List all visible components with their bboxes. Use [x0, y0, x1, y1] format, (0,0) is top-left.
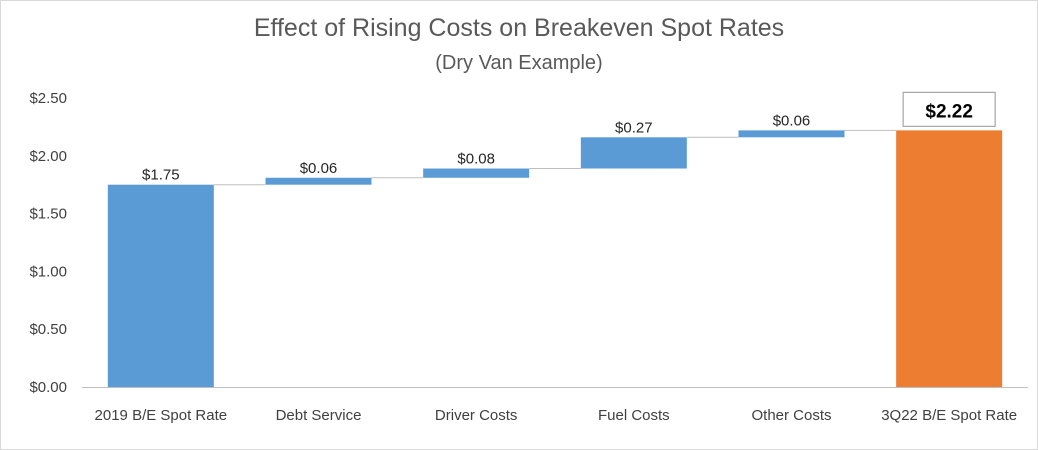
chart-title: Effect of Rising Costs on Breakeven Spot…: [253, 14, 785, 42]
x-tick-label: Driver Costs: [435, 407, 518, 424]
bar-driver-costs: [423, 168, 530, 178]
bar-fuel-costs: [580, 137, 687, 169]
total-label-box: [902, 91, 996, 127]
x-tick-label: Debt Service: [276, 407, 362, 424]
chart-subtitle: (Dry Van Example): [435, 52, 603, 74]
x-tick-label: Other Costs: [751, 407, 831, 424]
y-tick-label: $2.50: [29, 90, 67, 107]
y-tick-label: $2.00: [29, 148, 67, 165]
data-label: $0.08: [457, 151, 495, 168]
y-tick-label: $0.50: [29, 321, 67, 338]
y-tick-label: $1.00: [29, 263, 67, 280]
x-tick-label: 3Q22 B/E Spot Rate: [881, 407, 1017, 424]
y-tick-label: $1.50: [29, 206, 67, 223]
bar-other-costs: [738, 130, 845, 138]
data-label: $2.22: [925, 101, 973, 122]
data-label: $0.06: [300, 160, 338, 177]
data-label: $0.27: [615, 119, 653, 136]
bar-2019-b-e-spot-rate: [107, 184, 214, 387]
x-tick-label: Fuel Costs: [598, 407, 670, 424]
x-tick-label: 2019 B/E Spot Rate: [95, 407, 228, 424]
bar-debt-service: [265, 177, 372, 185]
bar-3q22-b-e-spot-rate: [896, 130, 1003, 388]
data-label: $1.75: [142, 167, 180, 184]
y-tick-label: $0.00: [29, 379, 67, 396]
data-label: $0.06: [773, 112, 811, 129]
